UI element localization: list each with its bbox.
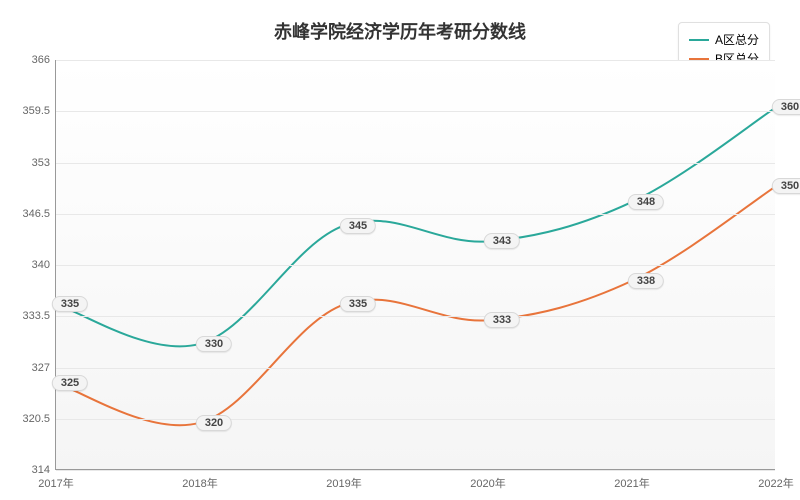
- legend-item: A区总分: [689, 31, 759, 48]
- data-label: 330: [196, 336, 232, 352]
- chart-container: 赤峰学院经济学历年考研分数线 A区总分 B区总分 314320.5327333.…: [0, 0, 800, 500]
- gridline: [56, 265, 775, 266]
- x-axis-label: 2022年: [758, 469, 793, 491]
- y-axis-label: 346.5: [22, 208, 56, 220]
- legend-swatch-icon: [689, 39, 709, 41]
- gridline: [56, 214, 775, 215]
- gridline: [56, 419, 775, 420]
- gridline: [56, 316, 775, 317]
- data-label: 338: [628, 273, 664, 289]
- x-axis-label: 2019年: [326, 469, 361, 491]
- data-label: 325: [52, 375, 88, 391]
- data-label: 348: [628, 194, 664, 210]
- series-line: [56, 186, 776, 425]
- x-axis-label: 2018年: [182, 469, 217, 491]
- data-label: 335: [340, 296, 376, 312]
- data-label: 350: [772, 178, 800, 194]
- gridline: [56, 111, 775, 112]
- plot-area: 314320.5327333.5340346.5353359.53662017年…: [55, 60, 775, 470]
- data-label: 345: [340, 218, 376, 234]
- gridline: [56, 470, 775, 471]
- y-axis-label: 340: [32, 259, 56, 271]
- chart-title: 赤峰学院经济学历年考研分数线: [274, 18, 526, 44]
- legend-label: A区总分: [715, 31, 759, 48]
- gridline: [56, 60, 775, 61]
- data-label: 360: [772, 99, 800, 115]
- data-label: 320: [196, 415, 232, 431]
- data-label: 333: [484, 312, 520, 328]
- y-axis-label: 327: [32, 362, 56, 374]
- y-axis-label: 353: [32, 157, 56, 169]
- x-axis-label: 2020年: [470, 469, 505, 491]
- gridline: [56, 163, 775, 164]
- data-label: 335: [52, 296, 88, 312]
- x-axis-label: 2021年: [614, 469, 649, 491]
- y-axis-label: 333.5: [22, 310, 56, 322]
- y-axis-label: 366: [32, 54, 56, 66]
- series-line: [56, 107, 776, 346]
- x-axis-label: 2017年: [38, 469, 73, 491]
- y-axis-label: 320.5: [22, 413, 56, 425]
- data-label: 343: [484, 233, 520, 249]
- gridline: [56, 368, 775, 369]
- y-axis-label: 359.5: [22, 105, 56, 117]
